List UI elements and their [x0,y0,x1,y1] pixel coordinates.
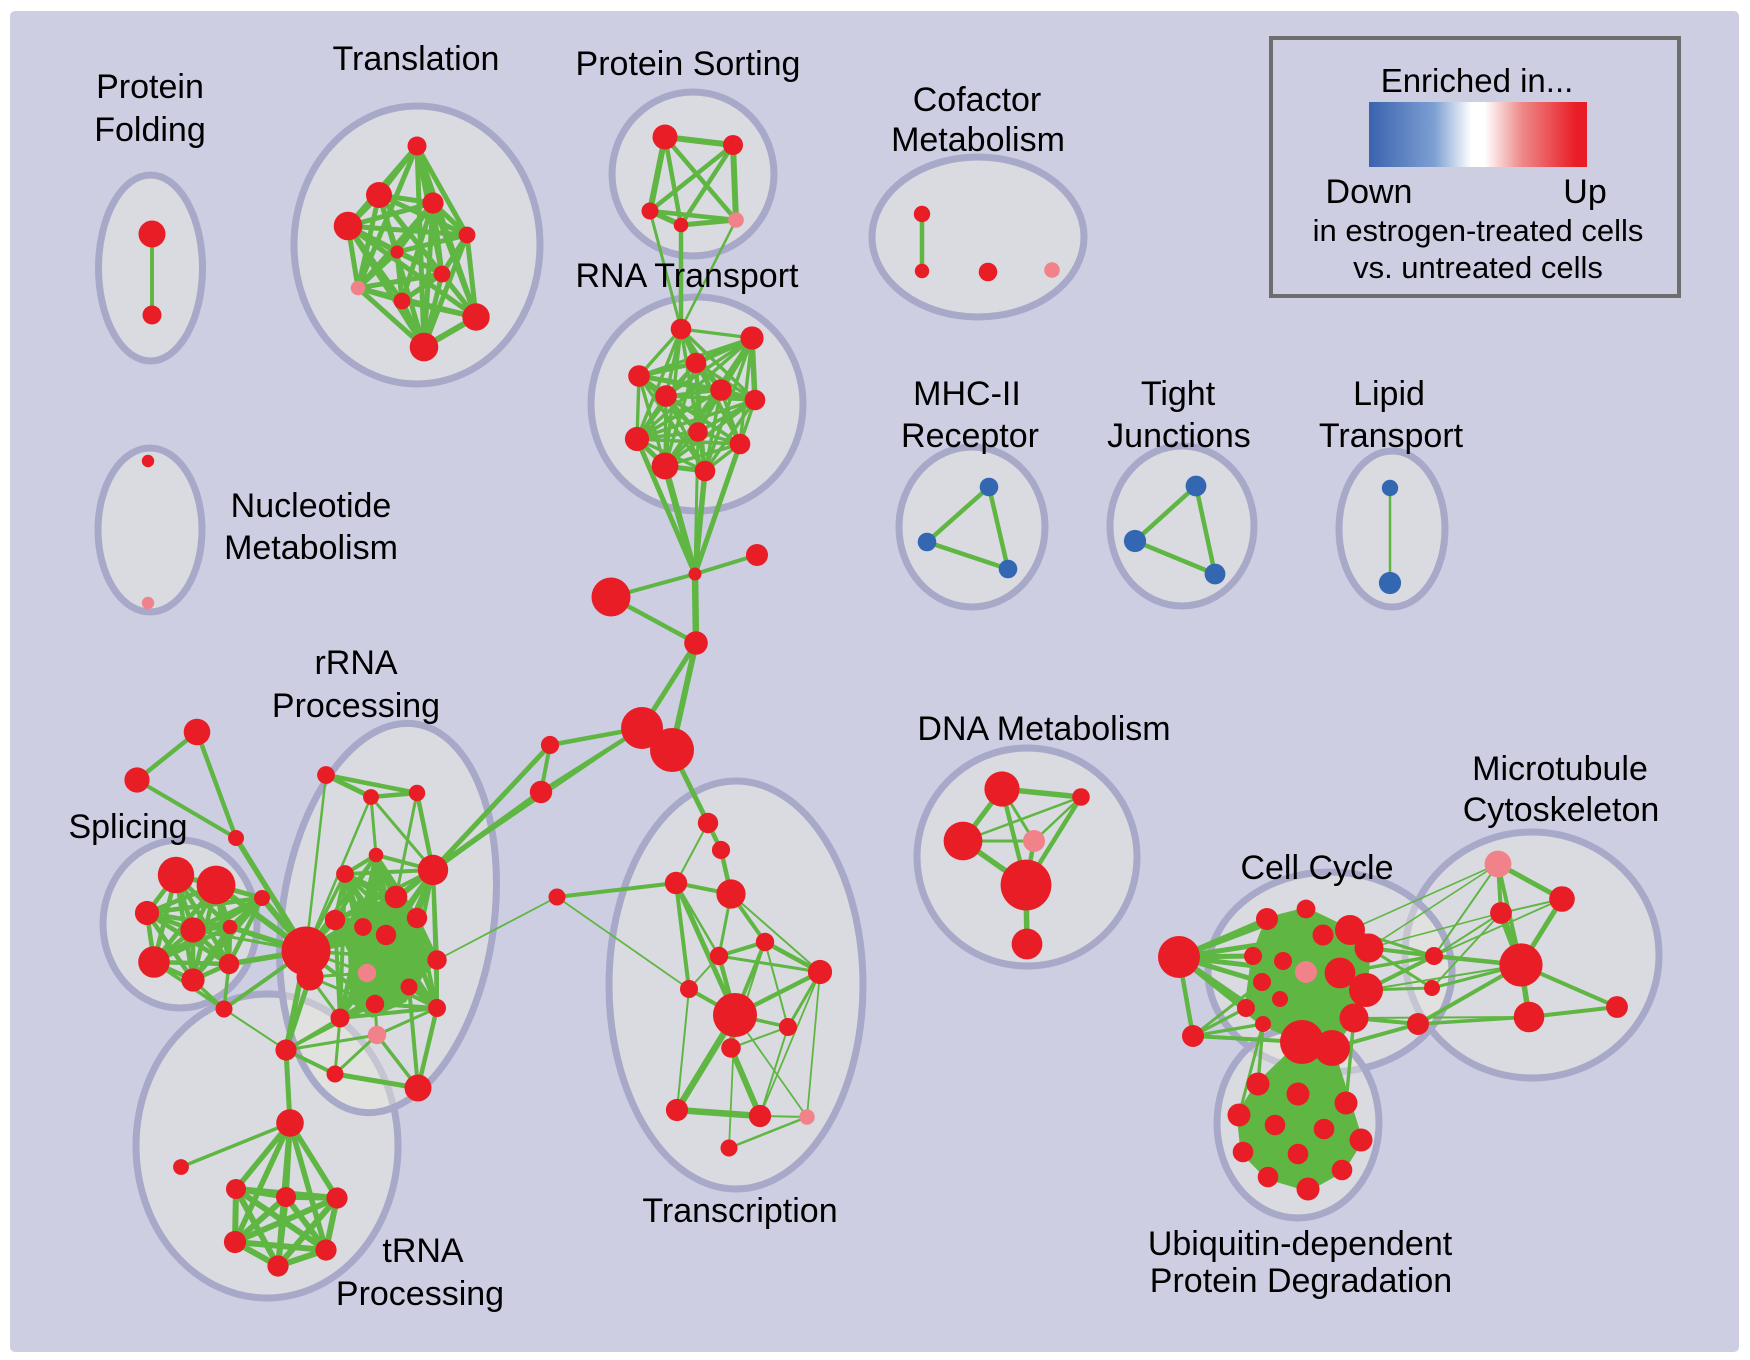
svg-text:Junctions: Junctions [1107,417,1251,455]
svg-text:Protein: Protein [96,68,204,106]
svg-text:in estrogen-treated cells: in estrogen-treated cells [1313,213,1644,248]
svg-text:Protein Sorting: Protein Sorting [576,45,801,83]
svg-text:Microtubule: Microtubule [1472,750,1648,788]
svg-text:Enriched in...: Enriched in... [1381,62,1574,99]
svg-text:RNA Transport: RNA Transport [576,257,800,295]
svg-text:Down: Down [1326,173,1413,211]
svg-text:Metabolism: Metabolism [891,121,1065,159]
svg-text:Receptor: Receptor [901,417,1039,455]
svg-text:Processing: Processing [336,1275,504,1313]
svg-text:Splicing: Splicing [68,808,187,846]
svg-text:DNA Metabolism: DNA Metabolism [917,710,1170,748]
svg-text:tRNA: tRNA [382,1232,464,1270]
svg-text:Processing: Processing [272,687,440,725]
svg-text:Cofactor: Cofactor [913,81,1042,119]
svg-text:MHC-II: MHC-II [913,375,1021,413]
svg-text:Up: Up [1563,173,1606,211]
svg-text:vs. untreated cells: vs. untreated cells [1353,250,1603,285]
svg-text:Folding: Folding [94,111,206,149]
svg-text:Tight: Tight [1141,375,1216,413]
svg-text:Nucleotide: Nucleotide [231,487,392,525]
svg-text:Protein Degradation: Protein Degradation [1150,1262,1452,1300]
svg-text:Cytoskeleton: Cytoskeleton [1463,791,1660,829]
svg-text:rRNA: rRNA [314,644,397,682]
svg-text:Translation: Translation [333,40,500,78]
svg-text:Cell Cycle: Cell Cycle [1240,849,1393,887]
svg-text:Transcription: Transcription [642,1192,837,1230]
svg-text:Ubiquitin-dependent: Ubiquitin-dependent [1148,1225,1453,1263]
svg-text:Metabolism: Metabolism [224,529,398,567]
svg-text:Lipid: Lipid [1353,375,1425,413]
svg-text:Transport: Transport [1319,417,1464,455]
